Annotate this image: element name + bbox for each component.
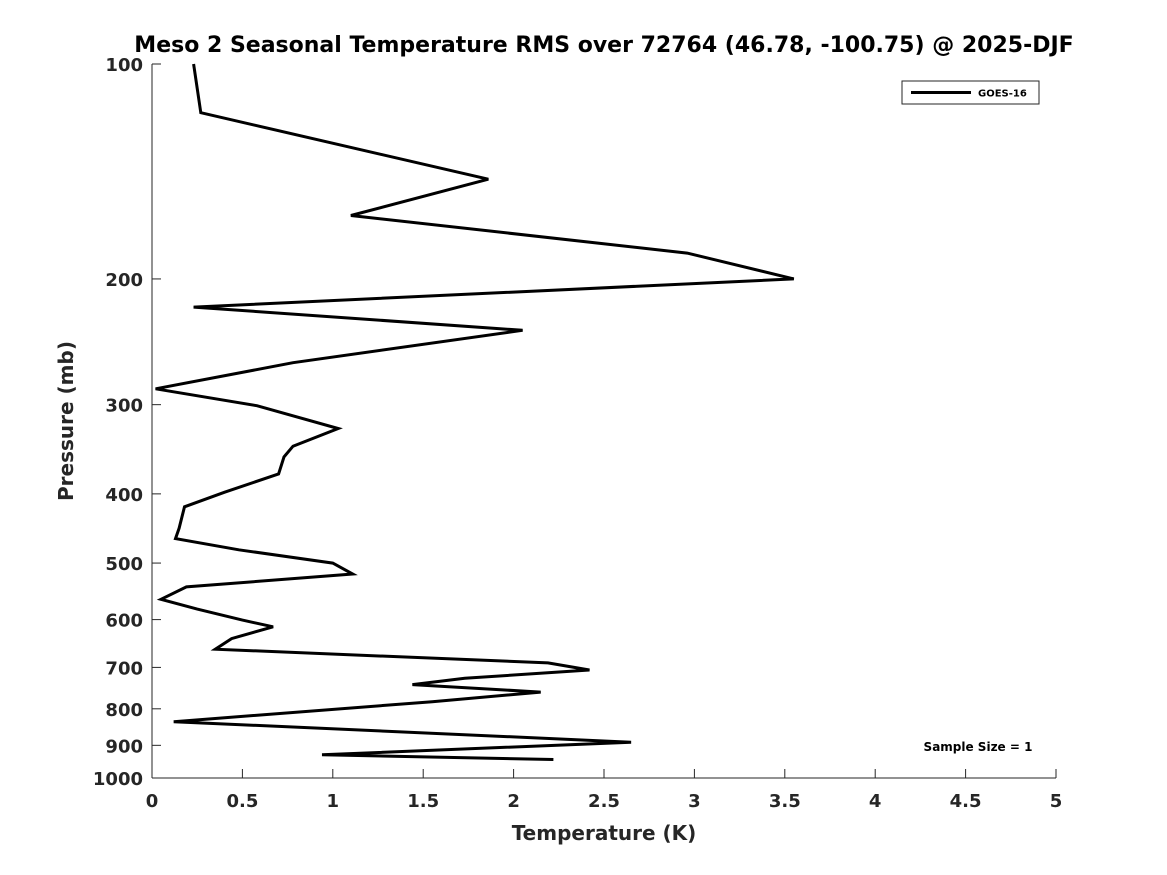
x-tick-label: 4	[869, 791, 882, 812]
x-tick-label: 5	[1050, 791, 1063, 812]
y-tick-label: 300	[105, 396, 143, 417]
y-ticks: 100 200 300 400 500 600 700 800 900 1000	[93, 55, 161, 790]
y-tick-label: 700	[105, 658, 143, 679]
legend: GOES-16	[901, 80, 1040, 105]
y-axis-label: Pressure (mb)	[54, 341, 78, 501]
x-tick-label: 2.5	[588, 791, 620, 812]
y-tick-label: 500	[105, 554, 143, 575]
x-tick-label: 0	[146, 791, 159, 812]
x-tick-label: 0.5	[226, 791, 258, 812]
y-tick-label: 900	[105, 736, 143, 757]
y-tick-label: 1000	[93, 769, 143, 790]
series-line-goes-16	[155, 63, 795, 761]
chart-title: Meso 2 Seasonal Temperature RMS over 727…	[134, 33, 1073, 58]
x-tick-label: 1	[327, 791, 340, 812]
y-tick-label: 600	[105, 611, 143, 632]
legend-entry-goes-16: GOES-16	[978, 89, 1027, 100]
x-tick-label: 3.5	[769, 791, 801, 812]
y-tick-label: 100	[105, 55, 143, 76]
y-tick-label: 200	[105, 270, 143, 291]
x-tick-label: 1.5	[407, 791, 439, 812]
x-axis-label: Temperature (K)	[512, 821, 697, 845]
x-tick-label: 4.5	[950, 791, 982, 812]
x-tick-label: 2	[507, 791, 520, 812]
sample-size-annotation: Sample Size = 1	[924, 740, 1033, 754]
y-tick-label: 800	[105, 700, 143, 721]
x-ticks: 0 0.5 1 1.5 2 2.5 3 3.5 4 4.5 5	[146, 769, 1063, 812]
x-tick-label: 3	[688, 791, 701, 812]
y-tick-label: 400	[105, 485, 143, 506]
